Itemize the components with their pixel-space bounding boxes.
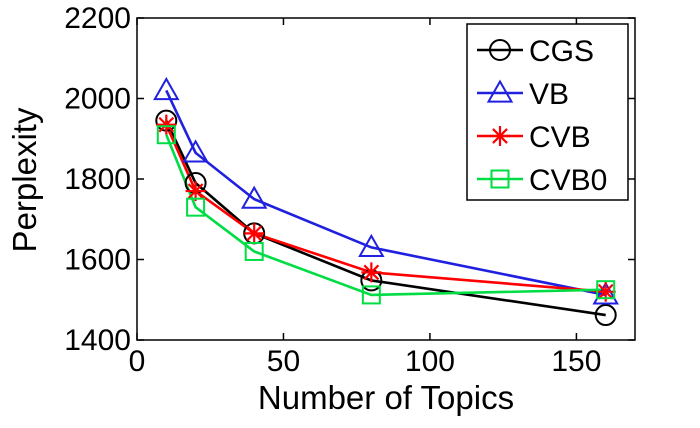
y-axis: 1400 1600 1800 2000 2200 <box>64 2 635 357</box>
point-cvb0 <box>596 280 616 300</box>
y-tick-label: 1400 <box>64 324 131 357</box>
point-vb <box>182 139 209 163</box>
point-cvb-stroke <box>363 264 380 281</box>
point-cgs <box>594 304 617 327</box>
legend-label-cgs: CGS <box>529 35 594 68</box>
point-cvb-stroke <box>187 183 204 199</box>
point-cvb <box>156 114 177 135</box>
legend-label-vb: VB <box>529 78 569 111</box>
legend-marker-cvb <box>490 126 510 146</box>
x-tick-label: 100 <box>405 345 455 378</box>
series-line-vb <box>165 89 606 297</box>
point-cvb-stroke <box>597 283 614 300</box>
point-cvb0 <box>361 285 381 305</box>
y-tick-label: 2000 <box>64 83 131 116</box>
point-vb <box>592 281 619 305</box>
x-axis-label: Number of Topics <box>258 379 514 416</box>
y-tick-label: 1600 <box>64 244 131 277</box>
y-tick-label: 2200 <box>64 2 131 35</box>
x-axis: 0 50 100 150 <box>129 18 601 378</box>
legend-label-cvb: CVB <box>529 121 591 154</box>
point-cvb-stroke <box>158 116 175 133</box>
point-cvb <box>185 181 206 202</box>
point-cvb <box>244 223 265 244</box>
y-axis-label: Perplexity <box>6 107 43 252</box>
point-vb <box>358 233 385 258</box>
legend-marker-cvb0 <box>490 169 510 189</box>
y-tick-label: 1800 <box>64 163 131 196</box>
point-cvb0 <box>186 197 206 217</box>
legend-label-cvb0: CVB0 <box>529 164 607 197</box>
point-cvb0 <box>244 241 264 261</box>
x-tick-label: 50 <box>267 345 300 378</box>
point-cvb <box>361 262 382 283</box>
x-tick-label: 0 <box>129 345 146 378</box>
point-cvb0 <box>156 125 176 145</box>
x-tick-label: 150 <box>551 345 601 378</box>
legend: CGS VB CVB CVB0 <box>466 23 629 201</box>
point-vb <box>153 76 180 101</box>
series-layer <box>153 76 619 327</box>
legend-marker-cgs <box>489 39 511 61</box>
legend-marker-vb <box>486 79 514 103</box>
point-cvb-stroke <box>246 225 263 242</box>
point-vb <box>240 185 268 209</box>
legend-marker-cvb-stroke <box>492 128 508 144</box>
